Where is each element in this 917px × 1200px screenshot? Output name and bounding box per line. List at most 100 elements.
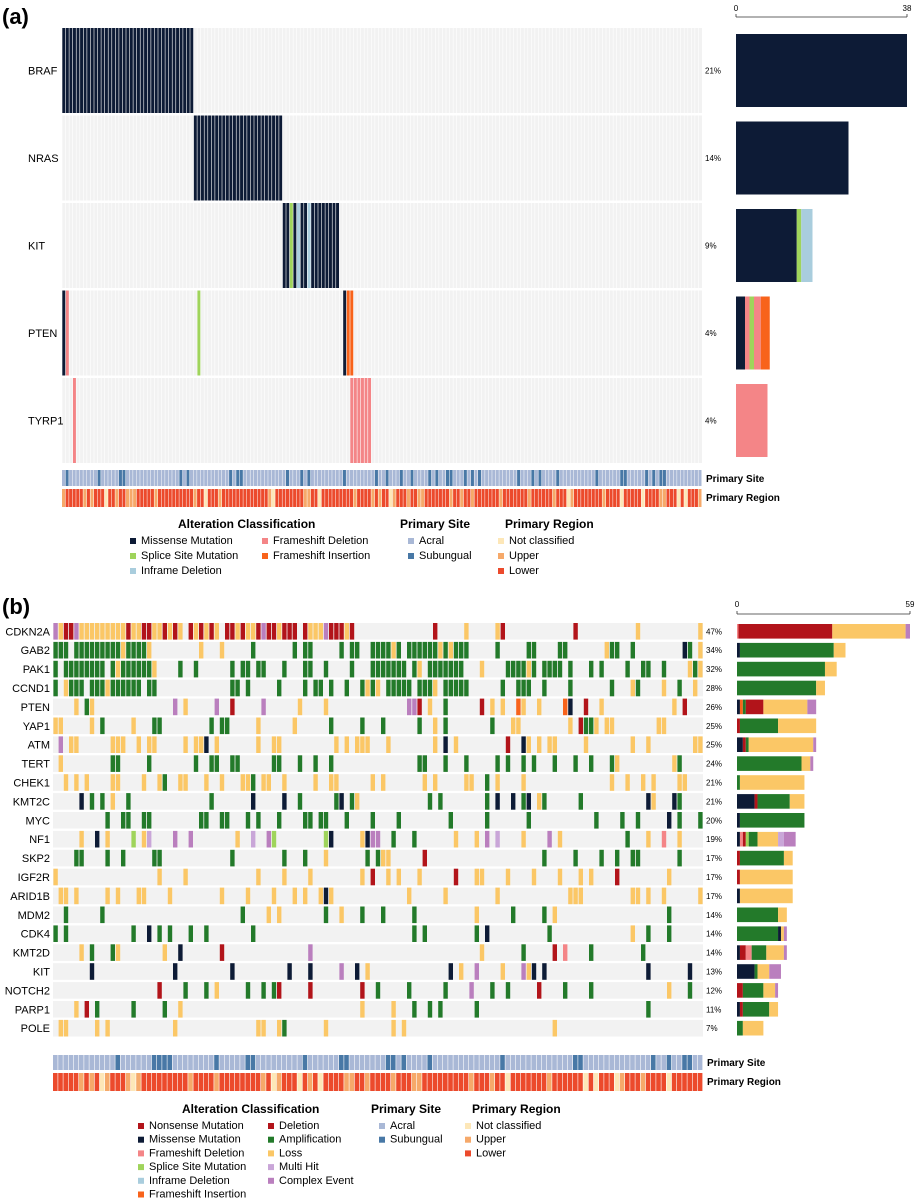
cell-amplification [329,717,334,735]
site-cell [278,470,282,486]
cell-frameshift_del [360,378,364,463]
site-cell [677,470,681,486]
region-cell [193,1073,198,1091]
cell-loss [323,1019,329,1037]
cell-amplification [443,660,448,678]
gene-label-pole: POLE [21,1023,50,1035]
site-cell [549,470,553,486]
cell-amplification [79,641,84,659]
cell-amplification [531,660,537,678]
percent-label: 26% [706,703,722,712]
cell-amplification [245,982,251,999]
region-cell [360,489,364,507]
region-cell [559,489,563,507]
cell-missense [90,28,94,113]
cell-deletion [256,623,261,640]
percent-label: 17% [706,873,722,882]
region-cell [391,1073,396,1091]
region-cell [282,489,286,507]
region-cell [595,489,599,507]
cell-loss [121,623,126,640]
legend-swatch-inframe_del [130,568,136,574]
cell-amplification [625,830,630,848]
cell-amplification [521,944,526,961]
cell-amplification [391,660,396,678]
cell-amplification [157,717,162,735]
cell-loss [323,698,329,716]
bar-segment-frameshift_ins [739,699,743,715]
legend-item-lower: Lower [476,1147,506,1159]
cell-amplification [490,717,495,735]
cell-loss [693,736,698,753]
bar-segment-frameshift_del [745,945,752,960]
cell-deletion [339,623,344,640]
bar-segment-deletion [737,983,743,998]
cell-deletion [219,944,225,961]
cell-loss [199,736,204,753]
cell-loss [183,698,188,716]
cell-loss [53,717,58,735]
bar-tick-label-min: 0 [735,600,740,609]
cell-loss [152,660,157,678]
cell-loss [167,887,173,905]
row-background [53,868,703,886]
region-cell [129,489,133,507]
legend-item-not_classified: Not classified [509,535,574,547]
site-cell [292,1055,297,1070]
cell-missense [300,203,304,288]
cell-missense [62,28,66,113]
region-cell [131,1073,136,1091]
cell-loss [105,1019,110,1037]
region-cell [101,489,105,507]
bar-segment-loss [816,680,825,696]
cell-loss [573,887,578,905]
cell-loss [599,698,604,716]
cell-amplification [542,660,547,678]
site-cell [609,470,613,486]
region-cell [645,1073,651,1091]
cell-amplification [568,679,573,697]
cell-amplification [599,660,604,678]
cell-loss [261,1019,266,1037]
region-cell [297,1073,302,1091]
site-cell [578,1055,583,1070]
gene-label-mdm2: MDM2 [18,910,50,922]
region-cell [606,489,610,507]
cell-amplification [329,755,334,772]
region-cell [424,489,428,507]
cell-loss [583,736,589,753]
region-cell [478,489,482,507]
cell-loss [63,774,69,791]
bar-segment-splice [745,831,749,847]
site-cell [222,470,226,486]
cell-deletion [292,623,297,640]
cell-amplification [230,660,235,678]
cell-complex [74,623,79,640]
cell-amplification [297,755,303,772]
region-cell [396,1073,401,1091]
cell-loss [313,623,318,640]
cell-amplification [589,982,594,999]
site-cell [697,1055,703,1070]
cell-deletion [682,698,687,716]
cell-amplification [230,755,235,772]
cell-loss [193,736,199,753]
site-cell [63,1055,68,1070]
cell-deletion [225,623,230,640]
cell-loss [282,774,287,791]
cell-loss [547,736,552,753]
cell-amplification [188,925,193,942]
bar-segment-amplification [745,737,749,752]
cell-amplification [334,793,339,810]
cell-amplification [209,793,214,810]
cell-amplification [360,906,365,924]
region-cell [140,489,144,507]
site-cell [421,470,425,486]
cell-deletion [271,623,277,640]
cell-amplification [303,641,308,659]
region-cell [549,489,553,507]
cell-missense [257,115,261,201]
legend-swatch-missense [138,1136,144,1143]
bar-segment-missense [778,926,781,941]
cell-amplification [79,849,84,867]
